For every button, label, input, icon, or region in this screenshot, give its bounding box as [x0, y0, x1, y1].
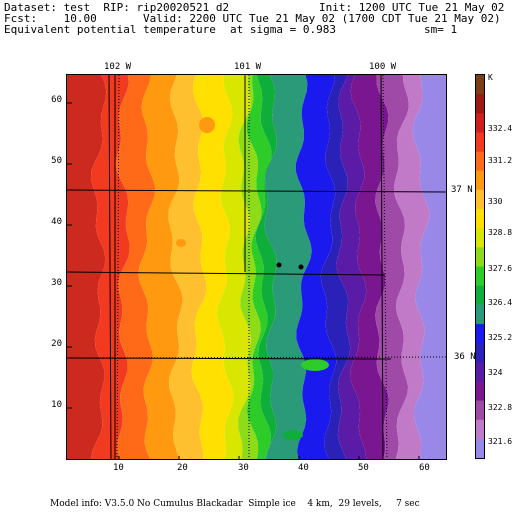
field-band-9 [255, 75, 277, 459]
y-tick-40: 40 [51, 217, 62, 227]
colorbar-swatch-10 [476, 266, 484, 287]
colorbar-label-7: 324 [488, 368, 503, 377]
field-band-10 [264, 75, 312, 459]
colorbar-label-2: 330 [488, 197, 503, 206]
boundary-line-1 [67, 271, 386, 276]
smoothing-label: sm= 1 [424, 23, 458, 36]
colorbar-label-1: 331.2 [488, 156, 512, 165]
colorbar-label-4: 327.6 [488, 264, 512, 273]
colorbar-swatch-0 [476, 75, 484, 95]
colorbar-swatch-15 [476, 362, 484, 382]
colorbar-swatch-13 [476, 323, 484, 344]
x-tick-40: 40 [298, 463, 309, 473]
field-band-4 [168, 75, 207, 459]
field-band-15 [375, 75, 409, 459]
colorbar-swatch-7 [476, 209, 484, 229]
y-tick-10: 10 [51, 400, 62, 410]
field-band-2 [115, 75, 156, 459]
boundary-line-3 [108, 75, 112, 459]
colorbar-swatch-5 [476, 170, 484, 191]
latitude-label-36n: 36 N [454, 352, 476, 362]
boundary-line-2 [67, 357, 392, 360]
colorbar-swatches [476, 75, 484, 459]
field-blob-1 [176, 239, 186, 247]
colorbar-swatch-4 [476, 151, 484, 172]
field-band-14 [350, 75, 389, 459]
colorbar-swatch-18 [476, 419, 484, 440]
forecast-hour: Fcst: 10.00 [4, 12, 97, 25]
station-dot-0 [276, 262, 282, 268]
dataset-label: Dataset: test RIP: rip20020521 d2 [4, 1, 230, 14]
field-band-12 [320, 75, 351, 459]
colorbar-swatch-8 [476, 228, 484, 248]
x-tick-50: 50 [358, 463, 369, 473]
colorbar-swatch-16 [476, 381, 484, 402]
x-tick-20: 20 [177, 463, 188, 473]
field-title: Equivalent potential temperature [4, 23, 216, 36]
colorbar-swatch-2 [476, 113, 484, 133]
colorbar-swatch-12 [476, 304, 484, 325]
colorbar-swatch-9 [476, 247, 484, 267]
map-plot [66, 74, 447, 460]
x-tick-30: 30 [238, 463, 249, 473]
x-tick-10: 10 [113, 463, 124, 473]
y-tick-20: 20 [51, 339, 62, 349]
colorbar-label-5: 326.4 [488, 298, 512, 307]
colorbar [475, 74, 485, 459]
colorbar-label-6: 325.2 [488, 333, 512, 342]
model-info: Model info: V3.5.0 No Cumulus Blackadar … [50, 499, 420, 509]
longitude-label-101w: 101 W [234, 62, 262, 72]
colorbar-label-0: 332.4 [488, 124, 512, 133]
colorbar-swatch-19 [476, 438, 484, 459]
y-tick-50: 50 [51, 156, 62, 166]
field-blob-2 [301, 359, 329, 371]
colorbar-label-9: 321.6 [488, 437, 512, 446]
field-band-17 [412, 75, 446, 459]
colorbar-swatch-11 [476, 285, 484, 306]
boundary-line-0 [67, 189, 446, 193]
contour-field [67, 75, 446, 459]
station-dot-1 [298, 264, 304, 270]
colorbar-swatch-3 [476, 132, 484, 153]
boundary-line-6 [380, 75, 384, 459]
field-band-6 [216, 75, 252, 459]
field-band-8 [246, 75, 272, 459]
field-band-7 [238, 75, 262, 459]
field-band-16 [393, 75, 430, 459]
field-band-5 [191, 75, 234, 459]
valid-time: Valid: 2200 UTC Tue 21 May 02 (1700 CDT … [143, 12, 501, 25]
sigma-level: at sigma = 0.983 [230, 23, 336, 36]
latlon-grid-line-2 [382, 75, 388, 459]
colorbar-swatch-1 [476, 94, 484, 114]
field-band-0 [67, 75, 107, 459]
colorbar-unit: K [488, 73, 493, 82]
field-band-13 [336, 75, 367, 459]
y-tick-30: 30 [51, 278, 62, 288]
latlon-grid-line-0 [116, 75, 120, 459]
latlon-grid-line-3 [67, 356, 446, 359]
init-time: Init: 1200 UTC Tue 21 May 02 [319, 1, 505, 14]
colorbar-swatch-17 [476, 400, 484, 421]
y-tick-60: 60 [51, 95, 62, 105]
field-band-3 [138, 75, 183, 459]
longitude-label-102w: 102 W [104, 62, 132, 72]
x-tick-60: 60 [419, 463, 430, 473]
field-blob-3 [283, 430, 303, 440]
longitude-label-100w: 100 W [369, 62, 397, 72]
colorbar-label-3: 328.8 [488, 228, 512, 237]
colorbar-label-8: 322.8 [488, 403, 512, 412]
colorbar-swatch-6 [476, 189, 484, 210]
field-blob-0 [199, 117, 215, 133]
colorbar-swatch-14 [476, 343, 484, 363]
latitude-label-37n: 37 N [451, 185, 473, 195]
